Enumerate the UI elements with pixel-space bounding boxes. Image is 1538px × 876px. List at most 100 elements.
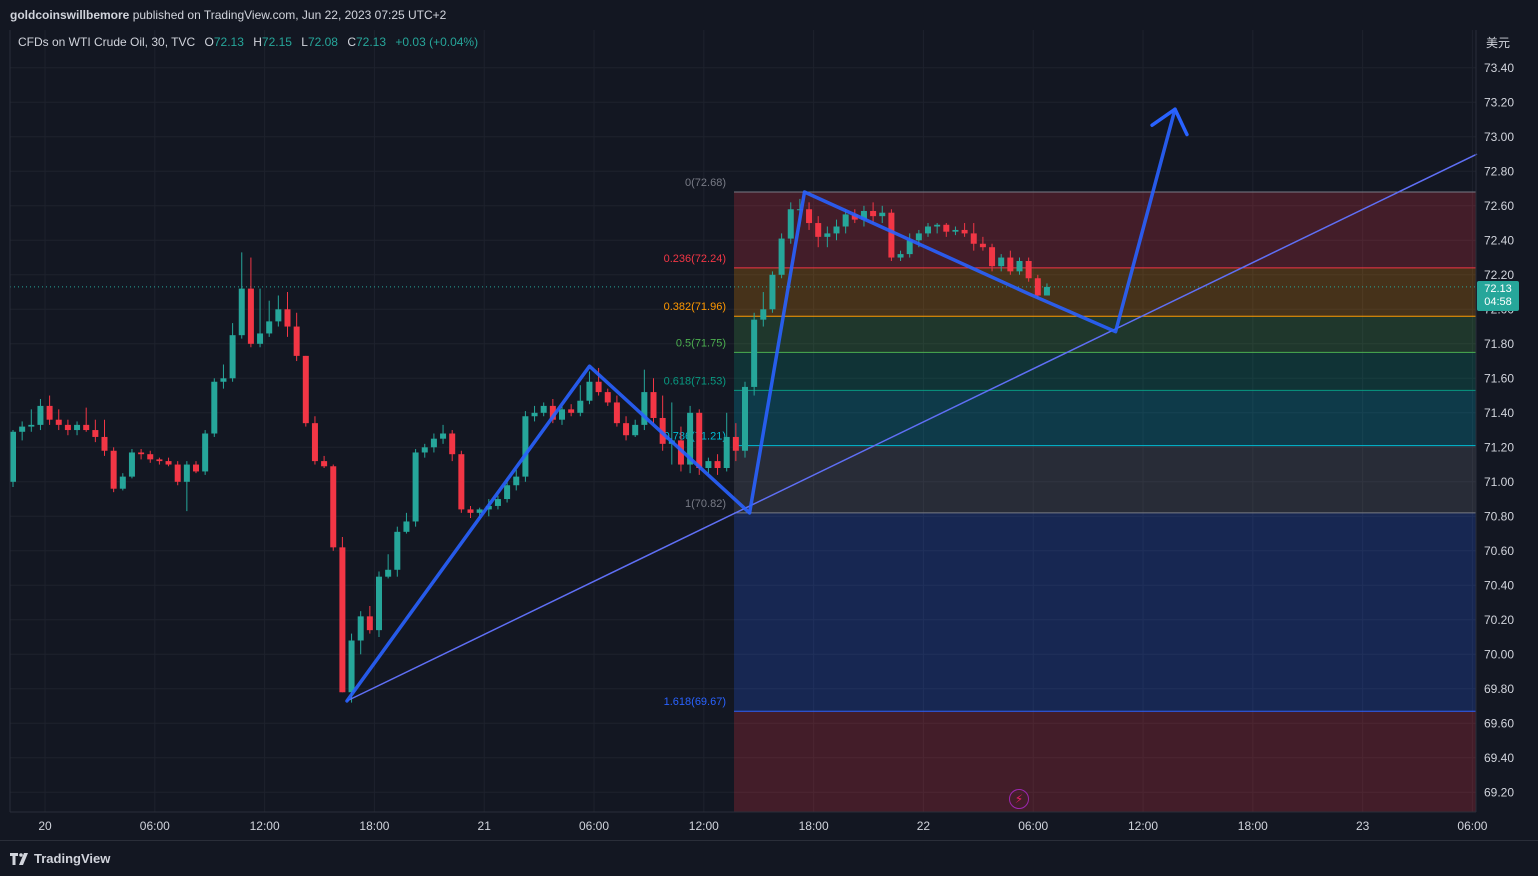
candle[interactable] [321,455,328,468]
lightning-icon[interactable]: ⚡ [1009,789,1029,809]
candle[interactable] [1016,257,1023,275]
candle[interactable] [430,433,437,453]
candle[interactable] [787,202,794,244]
candle[interactable] [769,271,776,313]
time-axis[interactable]: 20 06:00 12:00 18:00 21 06:00 12:00 18:00 22 06:0… [9,30,1488,833]
currency-label[interactable]: 美元 [1486,36,1511,50]
candle[interactable] [275,295,282,327]
candle[interactable] [1034,274,1041,299]
candle[interactable] [74,421,81,436]
candle[interactable] [403,512,410,534]
candle[interactable] [742,381,748,458]
candle[interactable] [128,449,135,479]
candle[interactable] [156,457,163,465]
candle[interactable] [577,385,584,417]
candle[interactable] [266,300,273,337]
candle[interactable] [586,371,593,405]
candle[interactable] [870,202,877,224]
candle[interactable] [119,473,126,491]
candle[interactable] [842,209,849,234]
candle[interactable] [449,430,456,462]
candle[interactable] [10,430,16,487]
candle[interactable] [174,461,181,486]
candle[interactable] [833,219,840,241]
candle[interactable] [202,430,209,475]
candle[interactable] [28,409,35,432]
candle[interactable] [824,226,831,248]
candle[interactable] [641,369,648,431]
candle[interactable] [632,419,639,437]
publisher-name[interactable]: goldcoinswillbemore [10,8,130,22]
candle[interactable] [257,288,264,348]
candle[interactable] [458,450,465,513]
candle[interactable] [494,495,501,510]
candle[interactable] [888,209,895,261]
candle[interactable] [238,252,245,339]
candle[interactable] [696,409,703,475]
candle[interactable] [650,378,657,424]
candle[interactable] [961,223,968,237]
candle[interactable] [623,416,630,441]
candle[interactable] [293,312,300,362]
symbol-name[interactable]: CFDs on WTI Crude Oil, 30, TVC [18,35,196,49]
candle[interactable] [778,233,785,279]
candle[interactable] [64,419,71,436]
trend-line[interactable] [346,153,1478,702]
candle[interactable] [348,633,355,703]
candle[interactable] [687,405,694,474]
candle[interactable] [193,461,199,474]
candle[interactable] [229,323,236,382]
forecast-arrow-head[interactable] [1150,107,1189,137]
candle[interactable] [394,526,401,577]
candle[interactable] [979,236,986,251]
candle[interactable] [412,449,419,527]
candle[interactable] [19,421,26,441]
candle[interactable] [357,611,364,655]
candle[interactable] [1007,250,1014,275]
candle[interactable] [46,395,53,425]
candle[interactable] [989,243,996,272]
candle[interactable] [732,423,739,462]
candle[interactable] [211,378,218,437]
candle[interactable] [55,409,62,431]
fib-retracement[interactable]: 0(72.68) 0.236(72.24) 0.382(71.96) 0.5(71.7… [664,177,1476,812]
candle[interactable] [330,464,337,551]
candle[interactable] [998,254,1005,272]
candle[interactable] [284,292,291,337]
candle[interactable] [559,405,565,425]
candle[interactable] [165,457,172,467]
candle[interactable] [220,364,227,389]
candle[interactable] [138,449,145,460]
candle[interactable] [504,480,511,503]
candle[interactable] [897,250,904,261]
candle[interactable] [467,505,474,519]
candle[interactable] [613,395,620,427]
candle[interactable] [366,606,373,634]
candle[interactable] [101,419,108,456]
candle[interactable] [1025,257,1032,282]
candle[interactable] [247,257,254,348]
candle[interactable] [568,404,575,417]
candle[interactable] [604,388,611,406]
price-axis[interactable]: 73.4073.2073.0072.8072.6072.4072.2072.00… [1475,30,1514,812]
candle[interactable] [751,312,758,396]
candle[interactable] [925,223,931,237]
candle[interactable] [37,399,44,431]
candle[interactable] [183,461,190,512]
candle[interactable] [531,405,538,422]
candle[interactable] [92,419,99,443]
candle[interactable] [110,447,117,493]
candle[interactable] [934,223,941,234]
candle[interactable] [440,424,447,444]
candles[interactable] [10,198,1050,703]
candle[interactable] [376,571,382,638]
candle[interactable] [879,205,886,224]
candle[interactable] [339,537,346,693]
candle[interactable] [705,457,712,474]
candle[interactable] [815,216,822,248]
candle[interactable] [970,223,977,251]
candle[interactable] [952,226,959,236]
candle[interactable] [302,355,309,427]
candle[interactable] [1043,283,1050,296]
